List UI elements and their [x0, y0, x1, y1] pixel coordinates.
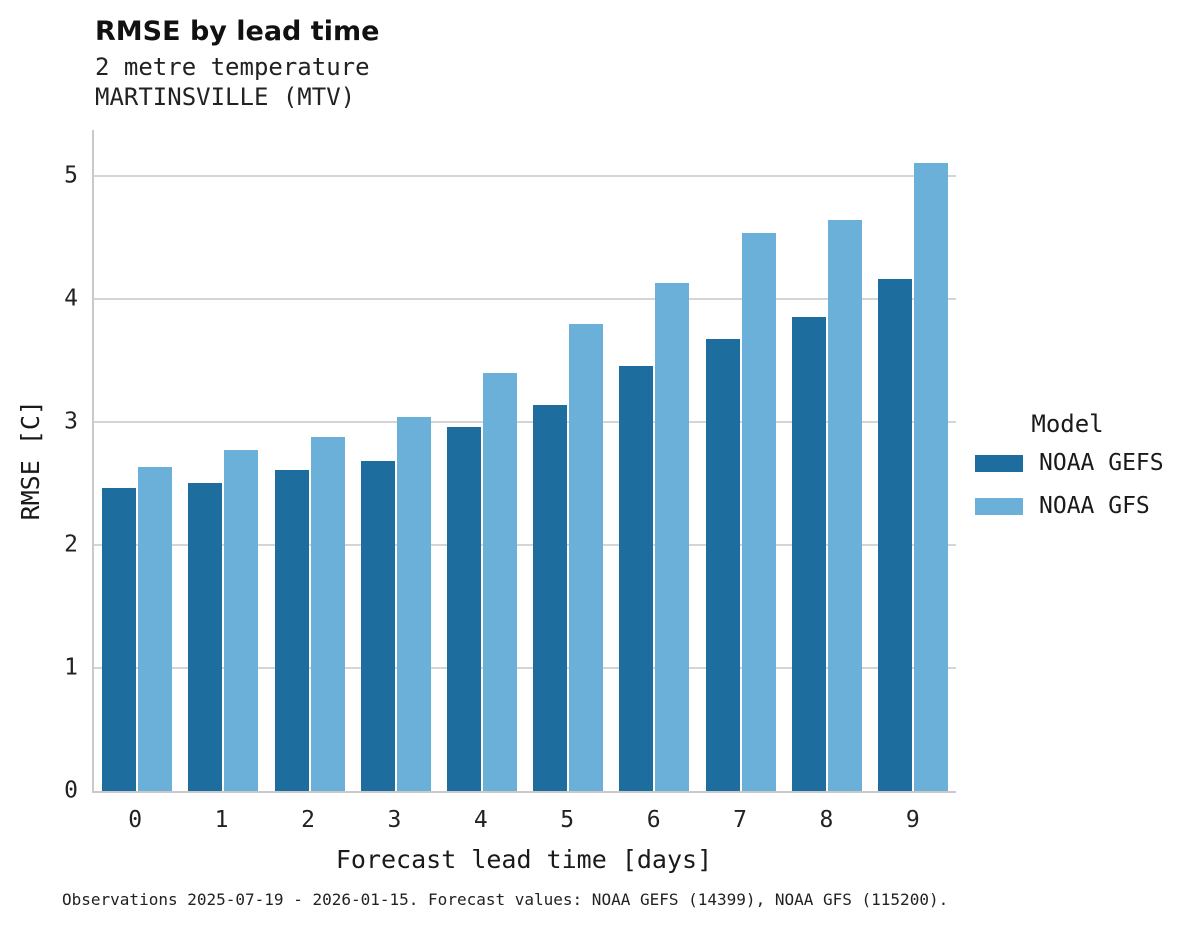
- legend-entries: NOAA GEFS NOAA GFS: [975, 450, 1164, 519]
- bar-noaa-gfs-lead-1: [224, 450, 259, 791]
- legend-label: NOAA GFS: [1039, 493, 1150, 519]
- y-tick-label-0: 0: [64, 777, 78, 804]
- bar-noaa-gefs-lead-3: [360, 461, 395, 791]
- bar-noaa-gefs-lead-7: [705, 339, 740, 791]
- bar-group-lead-6: [611, 130, 697, 791]
- bar-noaa-gefs-lead-9: [877, 278, 912, 791]
- x-tick-label-4: 4: [473, 807, 488, 833]
- bar-noaa-gfs-lead-7: [741, 233, 776, 791]
- gridline-y-4: [94, 297, 956, 300]
- bar-group-lead-0: [94, 130, 180, 791]
- y-axis-tick-labels: 0 1 2 3 4 5: [0, 130, 78, 802]
- bar-noaa-gfs-lead-2: [310, 436, 345, 791]
- bar-noaa-gfs-lead-4: [482, 372, 517, 791]
- bar-noaa-gefs-lead-1: [188, 483, 223, 791]
- bar-noaa-gfs-lead-6: [655, 282, 690, 791]
- legend: Model NOAA GEFS NOAA GFS: [975, 410, 1164, 536]
- y-tick-label-3: 3: [64, 408, 78, 435]
- bar-group-lead-3: [353, 130, 439, 791]
- x-axis-label: Forecast lead time [days]: [335, 845, 713, 874]
- legend-entry-noaa-gfs: NOAA GFS: [975, 493, 1160, 519]
- bar-group-lead-1: [180, 130, 266, 791]
- legend-swatch-icon: [975, 454, 1023, 472]
- legend-swatch-icon: [975, 497, 1023, 515]
- gridline-y-2: [94, 543, 956, 546]
- footer-caption: Observations 2025-07-19 - 2026-01-15. Fo…: [62, 890, 949, 909]
- y-tick-label-2: 2: [64, 531, 78, 558]
- bar-noaa-gefs-lead-6: [619, 366, 654, 791]
- bar-noaa-gefs-lead-5: [533, 404, 568, 791]
- bar-noaa-gfs-lead-8: [827, 219, 862, 791]
- bar-group-lead-7: [697, 130, 783, 791]
- bar-group-lead-9: [870, 130, 956, 791]
- x-tick-label-8: 8: [819, 807, 834, 833]
- bar-noaa-gefs-lead-4: [446, 426, 481, 791]
- x-tick-label-5: 5: [560, 807, 575, 833]
- x-tick-label-6: 6: [646, 807, 661, 833]
- gridline-y-1: [94, 666, 956, 669]
- x-axis-tick-labels: 0 1 2 3 4 5 6 7 8 9: [92, 807, 956, 833]
- bar-group-lead-5: [525, 130, 611, 791]
- gridline-y-5: [94, 174, 956, 177]
- x-tick-label-0: 0: [128, 807, 143, 833]
- x-tick-label-7: 7: [733, 807, 747, 833]
- bar-noaa-gfs-lead-9: [913, 163, 948, 791]
- bar-noaa-gefs-lead-8: [791, 317, 826, 791]
- plot-area: [92, 130, 956, 793]
- chart-title: RMSE by lead time: [95, 16, 380, 47]
- bar-group-lead-4: [439, 130, 525, 791]
- y-tick-label-5: 5: [64, 162, 78, 189]
- bar-noaa-gefs-lead-2: [274, 469, 309, 791]
- gridline-y-3: [94, 420, 956, 423]
- x-tick-label-3: 3: [387, 807, 402, 833]
- y-tick-label-4: 4: [64, 285, 78, 312]
- bar-noaa-gefs-lead-0: [102, 488, 137, 791]
- x-tick-label-9: 9: [905, 807, 920, 833]
- x-tick-label-2: 2: [301, 807, 315, 833]
- bar-group-lead-2: [266, 130, 352, 791]
- chart-subtitle-station: MARTINSVILLE (MTV): [95, 83, 356, 111]
- y-tick-label-1: 1: [64, 654, 78, 681]
- bar-noaa-gfs-lead-3: [396, 416, 431, 791]
- legend-title: Model: [1031, 410, 1104, 438]
- bar-noaa-gfs-lead-0: [138, 467, 173, 791]
- bar-noaa-gfs-lead-5: [569, 324, 604, 791]
- legend-label: NOAA GEFS: [1039, 450, 1164, 476]
- chart-subtitle-variable: 2 metre temperature: [95, 53, 370, 81]
- legend-entry-noaa-gefs: NOAA GEFS: [975, 450, 1164, 476]
- bar-group-lead-8: [784, 130, 870, 791]
- bars-layer: [94, 130, 956, 791]
- x-tick-label-1: 1: [214, 807, 229, 833]
